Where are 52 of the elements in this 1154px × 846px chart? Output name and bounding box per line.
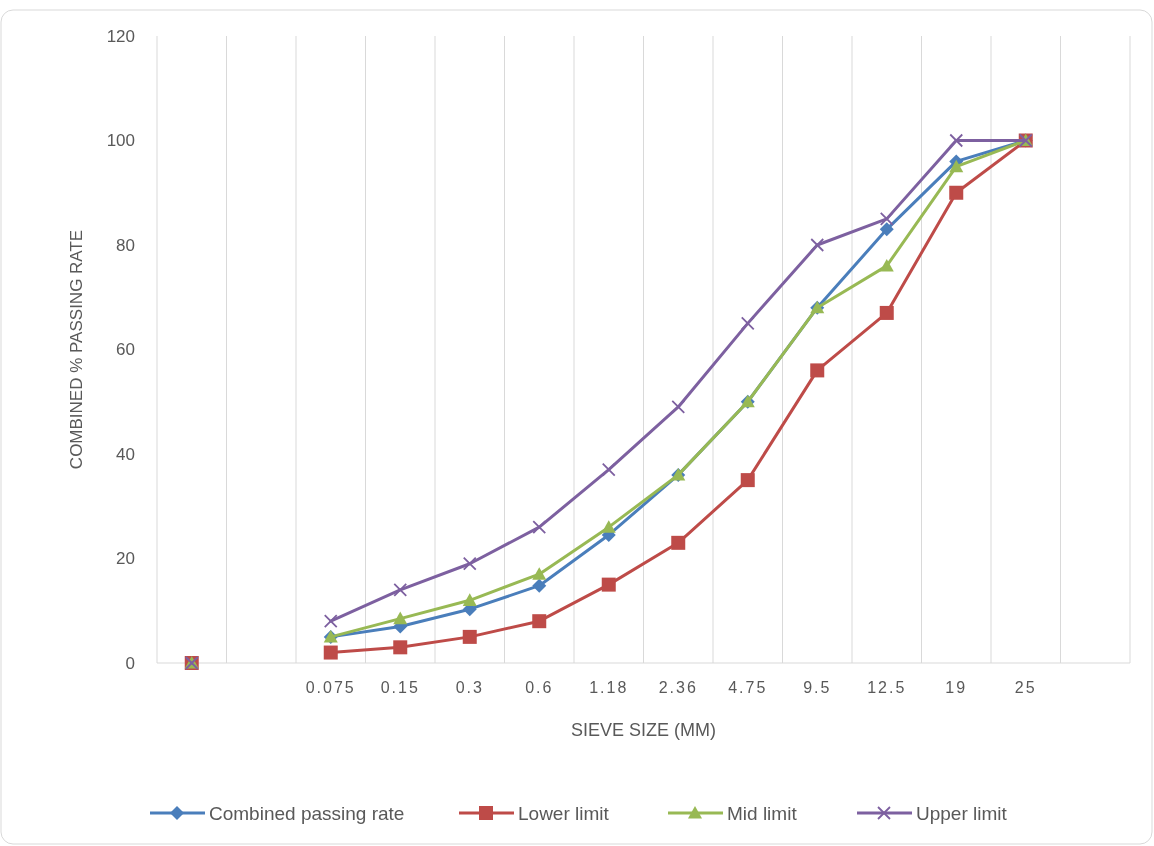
- point: [949, 133, 964, 148]
- point: [671, 535, 686, 550]
- y-tick-label: 80: [116, 235, 135, 255]
- x-tick-label: 0.6: [525, 679, 554, 696]
- point: [323, 645, 338, 660]
- x-tick-label: 2.36: [658, 679, 698, 696]
- x-tick-label: 19: [945, 679, 968, 696]
- y-tick-label: 100: [106, 131, 135, 151]
- y-tick-label: 20: [116, 549, 135, 569]
- y-tick-label: 0: [125, 653, 135, 673]
- point: [462, 629, 477, 644]
- point: [393, 640, 408, 655]
- x-tick-label: 0.3: [455, 679, 484, 696]
- point: [462, 593, 477, 606]
- point: [740, 473, 755, 488]
- x-tick-label: 0.075: [305, 679, 356, 696]
- x-tick-label: 25: [1014, 679, 1037, 696]
- y-tick-label: 60: [116, 340, 135, 360]
- x-tick-label: 1.18: [589, 679, 629, 696]
- point: [601, 462, 616, 477]
- point: [393, 582, 408, 597]
- point: [879, 258, 894, 272]
- point: [810, 238, 825, 252]
- y-tick-label: 40: [116, 444, 135, 464]
- x-tick-label: 4.75: [728, 679, 768, 696]
- y-axis-title: COMBINED % PASSING RATE: [67, 229, 86, 470]
- point: [949, 159, 964, 173]
- legend-label: Combined passing rate: [209, 802, 405, 824]
- point: [740, 316, 755, 331]
- point: [393, 611, 408, 625]
- point: [323, 614, 338, 629]
- point: [810, 363, 825, 378]
- x-tick-label: 12.5: [867, 679, 907, 696]
- point: [462, 556, 477, 571]
- point: [532, 520, 547, 535]
- x-tick-label: 0.15: [380, 679, 420, 696]
- point: [532, 614, 547, 629]
- point: [601, 520, 616, 533]
- point: [671, 400, 686, 414]
- point: [601, 577, 616, 592]
- x-axis-title: SIEVE SIZE (MM): [570, 720, 717, 740]
- legend-label: Lower limit: [518, 802, 610, 824]
- point: [532, 578, 547, 593]
- point: [879, 211, 894, 226]
- legend-label: Mid limit: [727, 802, 798, 824]
- x-tick-label: 9.5: [803, 679, 832, 696]
- legend-label: Upper limit: [916, 802, 1008, 824]
- point: [532, 567, 547, 580]
- point: [879, 222, 894, 237]
- y-tick-label: 120: [106, 26, 135, 46]
- point: [879, 305, 894, 320]
- point: [949, 185, 964, 200]
